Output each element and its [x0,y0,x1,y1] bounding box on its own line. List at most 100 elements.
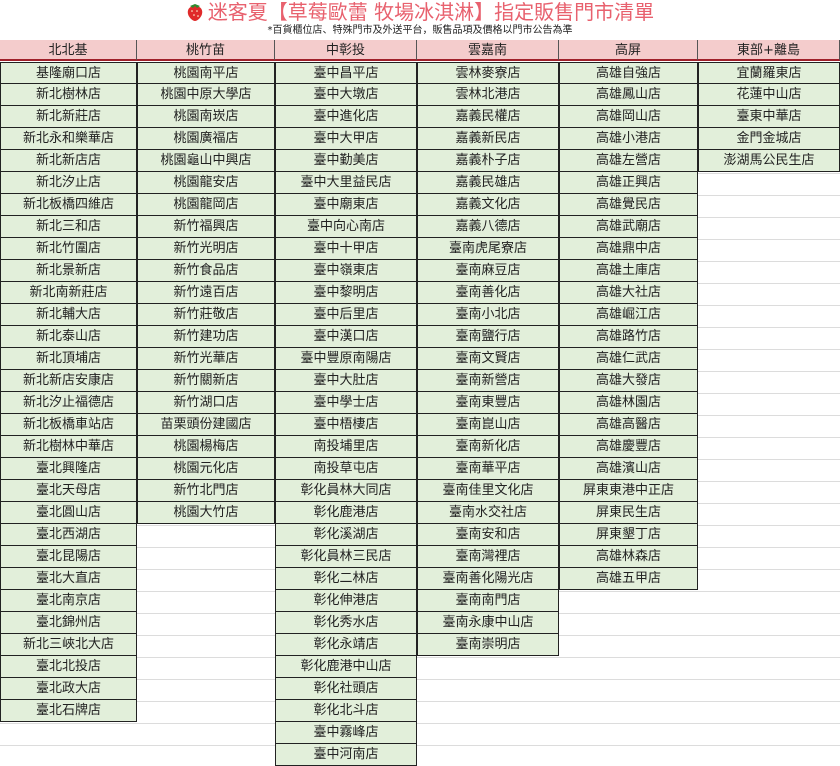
store-cell[interactable]: 桃園廣福店 [137,128,275,150]
store-cell[interactable]: 臺南灣裡店 [417,546,559,568]
store-cell[interactable]: 桃園元化店 [137,458,275,480]
store-cell[interactable]: 新北樹林店 [0,84,137,106]
store-cell[interactable]: 高雄林森店 [559,546,698,568]
store-cell[interactable]: 臺南安和店 [417,524,559,546]
store-cell[interactable]: 臺北興隆店 [0,458,137,480]
store-cell[interactable]: 臺中霧峰店 [275,722,417,744]
store-cell[interactable]: 苗栗頭份建國店 [137,414,275,436]
store-cell[interactable]: 彰化伸港店 [275,590,417,612]
store-cell[interactable]: 高雄自強店 [559,62,698,84]
store-cell[interactable]: 臺中進化店 [275,106,417,128]
store-cell[interactable]: 臺南新化店 [417,436,559,458]
store-cell[interactable]: 高雄小港店 [559,128,698,150]
store-cell[interactable]: 新北新莊店 [0,106,137,128]
store-cell[interactable]: 臺南善化陽光店 [417,568,559,590]
store-cell[interactable]: 澎湖馬公民生店 [698,150,840,172]
store-cell[interactable]: 臺南東豐店 [417,392,559,414]
store-cell[interactable]: 新北泰山店 [0,326,137,348]
store-cell[interactable]: 臺南崇明店 [417,634,559,656]
store-cell[interactable]: 臺中大甲店 [275,128,417,150]
store-cell[interactable]: 臺中大墩店 [275,84,417,106]
store-cell[interactable]: 高雄土庫店 [559,260,698,282]
store-cell[interactable]: 嘉義民雄店 [417,172,559,194]
store-cell[interactable]: 臺中學士店 [275,392,417,414]
store-cell[interactable]: 高雄左營店 [559,150,698,172]
store-cell[interactable]: 臺中廟東店 [275,194,417,216]
column-header[interactable]: 中彰投 [275,40,417,61]
store-cell[interactable]: 高雄大發店 [559,370,698,392]
column-header[interactable]: 高屏 [559,40,698,61]
store-cell[interactable]: 新竹莊敬店 [137,304,275,326]
store-cell[interactable]: 臺中嶺東店 [275,260,417,282]
store-cell[interactable]: 臺中勤美店 [275,150,417,172]
store-cell[interactable]: 彰化秀水店 [275,612,417,634]
store-cell[interactable]: 臺北石牌店 [0,700,137,722]
store-cell[interactable]: 桃園大竹店 [137,502,275,524]
store-cell[interactable]: 新竹北門店 [137,480,275,502]
store-cell[interactable]: 高雄高醫店 [559,414,698,436]
store-cell[interactable]: 彰化鹿港中山店 [275,656,417,678]
store-cell[interactable]: 屏東東港中正店 [559,480,698,502]
store-cell[interactable]: 宜蘭羅東店 [698,62,840,84]
store-cell[interactable]: 新北景新店 [0,260,137,282]
store-cell[interactable]: 嘉義八德店 [417,216,559,238]
store-cell[interactable]: 新北樹林中華店 [0,436,137,458]
store-cell[interactable]: 嘉義民權店 [417,106,559,128]
store-cell[interactable]: 新竹遠百店 [137,282,275,304]
store-cell[interactable]: 新北汐止福德店 [0,392,137,414]
store-cell[interactable]: 臺南水交社店 [417,502,559,524]
store-cell[interactable]: 臺南新營店 [417,370,559,392]
store-cell[interactable]: 彰化北斗店 [275,700,417,722]
store-cell[interactable]: 彰化員林三民店 [275,546,417,568]
store-cell[interactable]: 臺南華平店 [417,458,559,480]
store-cell[interactable]: 高雄鳳山店 [559,84,698,106]
column-header[interactable]: 北北基 [0,40,137,61]
store-cell[interactable]: 臺南麻豆店 [417,260,559,282]
store-cell[interactable]: 臺中梧棲店 [275,414,417,436]
store-cell[interactable]: 嘉義新民店 [417,128,559,150]
store-cell[interactable]: 臺中漢口店 [275,326,417,348]
store-cell[interactable]: 臺中大里益民店 [275,172,417,194]
store-cell[interactable]: 臺中十甲店 [275,238,417,260]
store-cell[interactable]: 臺南小北店 [417,304,559,326]
store-cell[interactable]: 新竹關新店 [137,370,275,392]
store-cell[interactable]: 臺北錦州店 [0,612,137,634]
store-cell[interactable]: 嘉義文化店 [417,194,559,216]
store-cell[interactable]: 高雄林園店 [559,392,698,414]
store-cell[interactable]: 臺南崑山店 [417,414,559,436]
store-cell[interactable]: 臺北政大店 [0,678,137,700]
store-cell[interactable]: 新北板橋車站店 [0,414,137,436]
store-cell[interactable]: 高雄慶豐店 [559,436,698,458]
store-cell[interactable]: 新北竹圍店 [0,238,137,260]
store-cell[interactable]: 南投草屯店 [275,458,417,480]
store-cell[interactable]: 臺東中華店 [698,106,840,128]
store-cell[interactable]: 新北永和樂華店 [0,128,137,150]
store-cell[interactable]: 新北新店安康店 [0,370,137,392]
store-cell[interactable]: 桃園南崁店 [137,106,275,128]
store-cell[interactable]: 高雄五甲店 [559,568,698,590]
store-cell[interactable]: 桃園龜山中興店 [137,150,275,172]
store-cell[interactable]: 彰化社頭店 [275,678,417,700]
store-cell[interactable]: 臺中后里店 [275,304,417,326]
store-cell[interactable]: 臺南南門店 [417,590,559,612]
store-cell[interactable]: 彰化溪湖店 [275,524,417,546]
store-cell[interactable]: 桃園龍岡店 [137,194,275,216]
store-cell[interactable]: 臺北天母店 [0,480,137,502]
store-cell[interactable]: 新北三和店 [0,216,137,238]
store-cell[interactable]: 新北頂埔店 [0,348,137,370]
store-cell[interactable]: 臺中豐原南陽店 [275,348,417,370]
store-cell[interactable]: 臺北南京店 [0,590,137,612]
store-cell[interactable]: 高雄仁武店 [559,348,698,370]
store-cell[interactable]: 雲林北港店 [417,84,559,106]
store-cell[interactable]: 臺北北投店 [0,656,137,678]
store-cell[interactable]: 花蓮中山店 [698,84,840,106]
store-cell[interactable]: 新北汐止店 [0,172,137,194]
store-cell[interactable]: 雲林麥寮店 [417,62,559,84]
store-cell[interactable]: 新竹食品店 [137,260,275,282]
store-cell[interactable]: 彰化員林大同店 [275,480,417,502]
store-cell[interactable]: 屏東墾丁店 [559,524,698,546]
store-cell[interactable]: 高雄鼎中店 [559,238,698,260]
store-cell[interactable]: 臺北西湖店 [0,524,137,546]
store-cell[interactable]: 新竹光明店 [137,238,275,260]
store-cell[interactable]: 高雄正興店 [559,172,698,194]
